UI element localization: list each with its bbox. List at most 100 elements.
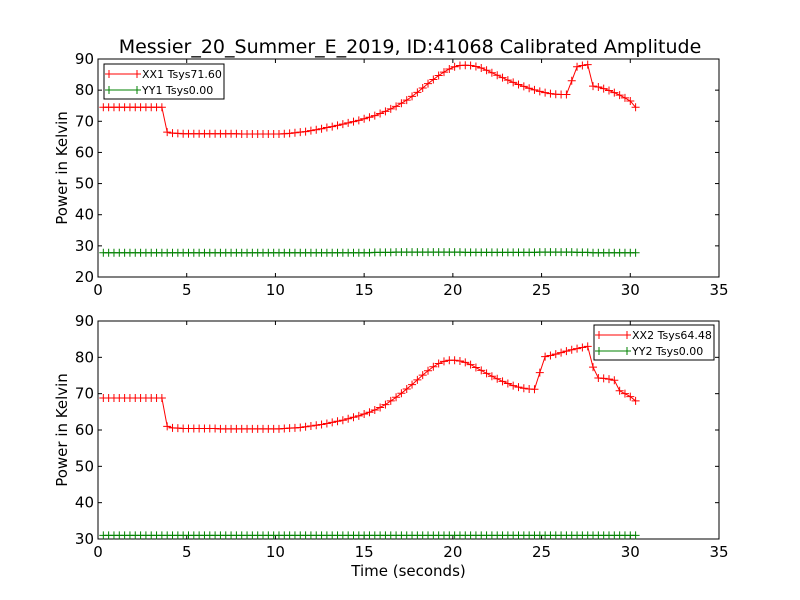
series-XX1 Tsys71.60 [99,60,640,139]
data-point [519,82,528,91]
data-point [567,76,576,85]
data-point [482,369,491,378]
x-tick-label: 25 [532,281,551,299]
legend-swatch-marker [595,331,631,339]
data-point [455,356,464,365]
data-point [349,117,358,126]
data-point [328,122,337,131]
data-point [322,123,331,132]
data-point [344,414,353,423]
data-point [583,60,592,69]
data-point [408,380,417,389]
data-point [418,83,427,92]
data-point [296,423,305,432]
data-point [594,83,603,92]
data-point [285,129,294,138]
data-point [157,103,166,112]
y-tick-label: 90 [75,50,94,68]
x-tick-label: 20 [443,281,462,299]
data-point [562,347,571,356]
data-point [312,125,321,134]
data-point [615,91,624,100]
data-point [493,374,502,383]
data-point [615,386,624,395]
data-point [466,61,475,70]
data-point [509,78,518,87]
x-tick-label: 25 [532,543,551,561]
data-point [498,377,507,386]
x-tick-label: 35 [709,281,728,299]
y-tick-label: 30 [75,530,94,548]
data-point [402,384,411,393]
data-point [439,68,448,77]
data-point [450,62,459,71]
data-point [535,368,544,377]
data-point [503,76,512,85]
chart-title: Messier_20_Summer_E_2019, ID:41068 Calib… [119,36,702,58]
data-point [312,421,321,430]
data-point [631,103,640,112]
y-tick-label: 20 [75,268,94,286]
x-tick-label: 30 [621,543,640,561]
x-tick-label: 5 [182,281,192,299]
data-point [631,396,640,405]
data-point [338,120,347,129]
data-point [450,356,459,365]
data-point [439,357,448,366]
data-point [434,359,443,368]
data-point [573,344,582,353]
data-point [583,342,592,351]
x-tick-label: 10 [266,281,285,299]
data-point [349,413,358,422]
data-point [157,394,166,403]
data-point [413,88,422,97]
data-point [626,97,635,106]
data-point [301,127,310,136]
plot-2: 0 5 10 15 20 25 30 35 30 40 50 60 70 80 90 Power in Kel… [53,312,729,580]
data-point [392,102,401,111]
data-point [610,376,619,385]
data-point [386,104,395,113]
data-point [530,85,539,94]
x-tick-label: 15 [355,543,374,561]
data-point [482,66,491,75]
series-YY1 Tsys0.00 [99,248,640,257]
data-point [620,389,629,398]
data-point [567,345,576,354]
data-point [541,352,550,361]
series-line-tail [619,390,636,402]
data-point [578,343,587,352]
y-tick-label: 80 [75,81,94,99]
data-point [578,61,587,70]
y-tick-label: 30 [75,237,94,255]
data-point [573,62,582,71]
data-point [546,89,555,98]
data-point [381,107,390,116]
legend-entry: YY2 Tsys0.00 [631,345,703,358]
y-tick-label: 70 [75,385,94,403]
data-point [620,93,629,102]
data-point [503,379,512,388]
data-point [163,422,172,431]
data-point [429,75,438,84]
data-point [333,121,342,130]
data-point [301,422,310,431]
data-point [599,84,608,93]
data-point [424,79,433,88]
data-point [493,71,502,80]
x-tick-label: 20 [443,543,462,561]
legend-entry: YY1 Tsys0.00 [141,84,213,97]
data-point [376,109,385,118]
data-point [397,99,406,108]
data-point [471,363,480,372]
legend-entry: XX1 Tsys71.60 [142,68,222,81]
series-XX2 Tsys64.48 [99,342,640,433]
data-point [354,411,363,420]
data-point [360,410,369,419]
y-tick-label: 90 [75,312,94,330]
data-point [429,362,438,371]
x-tick-label: 0 [93,281,103,299]
data-point [610,88,619,97]
y-tick-label: 40 [75,206,94,224]
data-point [535,87,544,96]
